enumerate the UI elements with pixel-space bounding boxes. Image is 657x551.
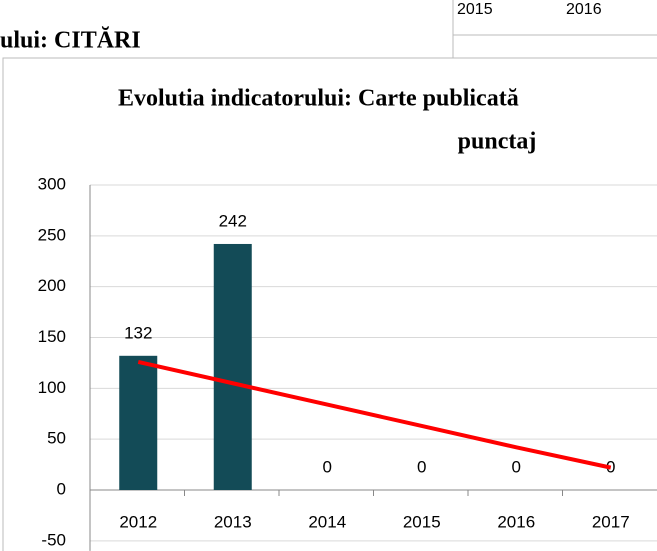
x-tick-label: 2017 bbox=[592, 512, 630, 531]
chart-frame bbox=[2, 57, 657, 551]
x-tick-label: 2012 bbox=[119, 512, 157, 531]
chart-title: punctaj bbox=[458, 129, 537, 155]
bar bbox=[213, 243, 252, 490]
chart-title: Evolutia indicatorului: Carte publicată bbox=[118, 86, 519, 112]
background-title: ului: CITĂRI bbox=[0, 27, 141, 54]
y-tick-label: 100 bbox=[38, 378, 66, 397]
data-label: 242 bbox=[219, 211, 247, 230]
data-label: 0 bbox=[323, 457, 332, 476]
bar bbox=[119, 355, 158, 490]
x-tick-label: 2016 bbox=[497, 512, 535, 531]
data-label: 0 bbox=[417, 457, 426, 476]
x-tick-label: 2013 bbox=[214, 512, 252, 531]
x-tick-label: 2014 bbox=[308, 512, 346, 531]
y-tick-label: 300 bbox=[38, 174, 66, 193]
background-label: 2016 bbox=[566, 1, 602, 18]
x-tick-label: 2015 bbox=[403, 512, 441, 531]
background-label: 2015 bbox=[457, 1, 493, 18]
y-tick-label: -50 bbox=[41, 530, 66, 549]
data-label: 0 bbox=[512, 457, 521, 476]
y-tick-label: 0 bbox=[57, 479, 66, 498]
data-label: 132 bbox=[124, 323, 152, 342]
y-tick-label: 200 bbox=[38, 276, 66, 295]
y-tick-label: 250 bbox=[38, 225, 66, 244]
trendline bbox=[137, 359, 612, 470]
y-tick-label: 150 bbox=[38, 327, 66, 346]
y-tick-label: 50 bbox=[47, 429, 66, 448]
